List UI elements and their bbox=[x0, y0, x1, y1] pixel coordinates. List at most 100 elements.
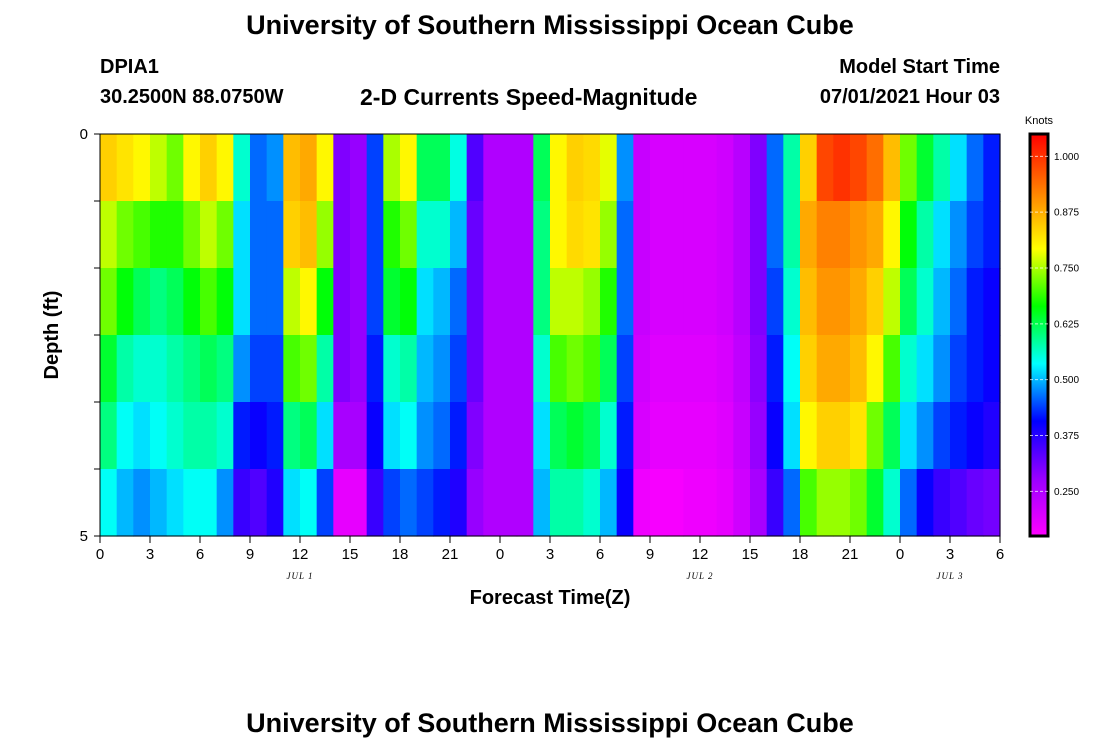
heatmap-cell bbox=[700, 402, 718, 470]
heatmap-cell bbox=[733, 268, 751, 336]
heatmap-cell bbox=[366, 268, 384, 336]
heatmap-cell bbox=[383, 201, 401, 269]
heatmap-cell bbox=[300, 134, 318, 202]
heatmap-cell bbox=[133, 469, 151, 537]
heatmap-cell bbox=[283, 268, 301, 336]
heatmap-cell bbox=[983, 402, 1001, 470]
heatmap-cell bbox=[500, 134, 518, 202]
heatmap-cell bbox=[833, 134, 851, 202]
heatmap-cell bbox=[933, 201, 951, 269]
heatmap-cell bbox=[450, 134, 468, 202]
heatmap-cell bbox=[666, 469, 684, 537]
x-tick-label: 6 bbox=[196, 546, 204, 563]
heatmap-cell bbox=[116, 268, 134, 336]
heatmap-cell bbox=[750, 201, 768, 269]
heatmap-cell bbox=[800, 201, 818, 269]
heatmap-cell bbox=[716, 469, 734, 537]
heatmap-cell bbox=[166, 268, 184, 336]
station-coordinates: 30.2500N 88.0750W bbox=[100, 86, 284, 108]
heatmap-cell bbox=[183, 335, 201, 403]
heatmap-cell bbox=[100, 335, 118, 403]
heatmap-cell bbox=[100, 402, 118, 470]
heatmap-cell bbox=[783, 402, 801, 470]
heatmap-cell bbox=[816, 268, 834, 336]
y-axis-label: Depth (ft) bbox=[41, 291, 63, 380]
heatmap-cell bbox=[200, 335, 218, 403]
x-tick-label: 3 bbox=[946, 546, 954, 563]
heatmap-cell bbox=[600, 402, 618, 470]
colorbar-tick-label: 0.500 bbox=[1054, 375, 1079, 386]
heatmap-cell bbox=[100, 469, 118, 537]
heatmap-cell bbox=[916, 134, 934, 202]
heatmap-cell bbox=[900, 201, 918, 269]
heatmap-cell bbox=[400, 134, 418, 202]
heatmap-cell bbox=[450, 469, 468, 537]
heatmap-cell bbox=[516, 335, 534, 403]
heatmap-cell bbox=[700, 134, 718, 202]
heatmap-cell bbox=[200, 402, 218, 470]
heatmap-cell bbox=[983, 134, 1001, 202]
heatmap-cell bbox=[216, 268, 234, 336]
heatmap-cell bbox=[483, 402, 501, 470]
heatmap-cell bbox=[866, 335, 884, 403]
heatmap-cell bbox=[433, 402, 451, 470]
heatmap-cell bbox=[816, 402, 834, 470]
heatmap-cell bbox=[350, 268, 368, 336]
heatmap-cell bbox=[966, 268, 984, 336]
heatmap-cell bbox=[750, 469, 768, 537]
heatmap-cell bbox=[450, 268, 468, 336]
heatmap-cell bbox=[300, 335, 318, 403]
heatmap-cell bbox=[500, 201, 518, 269]
heatmap-cell bbox=[666, 268, 684, 336]
heatmap-cell bbox=[166, 335, 184, 403]
heatmap-cell bbox=[600, 469, 618, 537]
heatmap-cell bbox=[383, 335, 401, 403]
chart-title: 2-D Currents Speed-Magnitude bbox=[360, 84, 698, 110]
heatmap-cell bbox=[250, 335, 268, 403]
heatmap-cell bbox=[650, 201, 668, 269]
page-title: University of Southern Mississippi Ocean… bbox=[246, 10, 854, 40]
heatmap-cell bbox=[333, 402, 351, 470]
heatmap-cell bbox=[850, 469, 868, 537]
heatmap-cell bbox=[633, 335, 651, 403]
heatmap-cell bbox=[650, 268, 668, 336]
heatmap-cell bbox=[833, 201, 851, 269]
heatmap-cell bbox=[883, 268, 901, 336]
heatmap-cell bbox=[350, 335, 368, 403]
heatmap-cell bbox=[616, 268, 634, 336]
heatmap-cell bbox=[566, 469, 584, 537]
heatmap-cell bbox=[333, 335, 351, 403]
heatmap-cell bbox=[933, 134, 951, 202]
heatmap-cell bbox=[183, 134, 201, 202]
colorbar-ticks: 1.000 0.875 0.750 0.625 0.500 0.375 0.250 bbox=[1030, 152, 1079, 498]
heatmap-cell bbox=[483, 134, 501, 202]
heatmap-cell bbox=[350, 134, 368, 202]
heatmap-cell bbox=[866, 469, 884, 537]
heatmap-cell bbox=[116, 402, 134, 470]
heatmap-cell bbox=[883, 134, 901, 202]
heatmap-cell bbox=[883, 201, 901, 269]
heatmap-cell bbox=[116, 201, 134, 269]
heatmap-cell bbox=[233, 134, 251, 202]
x-tick-label: 6 bbox=[996, 546, 1004, 563]
heatmap-cell bbox=[416, 201, 434, 269]
heatmap-cell bbox=[600, 201, 618, 269]
heatmap-cell bbox=[433, 268, 451, 336]
heatmap-cell bbox=[583, 134, 601, 202]
heatmap-cell bbox=[250, 402, 268, 470]
heatmap-cell bbox=[300, 469, 318, 537]
x-tick-label: 15 bbox=[342, 546, 359, 563]
colorbar-tick-label: 0.375 bbox=[1054, 431, 1079, 442]
heatmap-cell bbox=[750, 335, 768, 403]
x-tick-label: 9 bbox=[646, 546, 654, 563]
heatmap-cell bbox=[683, 268, 701, 336]
heatmap-cell bbox=[166, 469, 184, 537]
heatmap-cell bbox=[483, 201, 501, 269]
heatmap-cell bbox=[683, 469, 701, 537]
heatmap-cell bbox=[150, 201, 168, 269]
heatmap-cell bbox=[783, 134, 801, 202]
heatmap-cell bbox=[433, 134, 451, 202]
heatmap-cell bbox=[416, 402, 434, 470]
heatmap-cell bbox=[916, 335, 934, 403]
heatmap-cell bbox=[466, 268, 484, 336]
